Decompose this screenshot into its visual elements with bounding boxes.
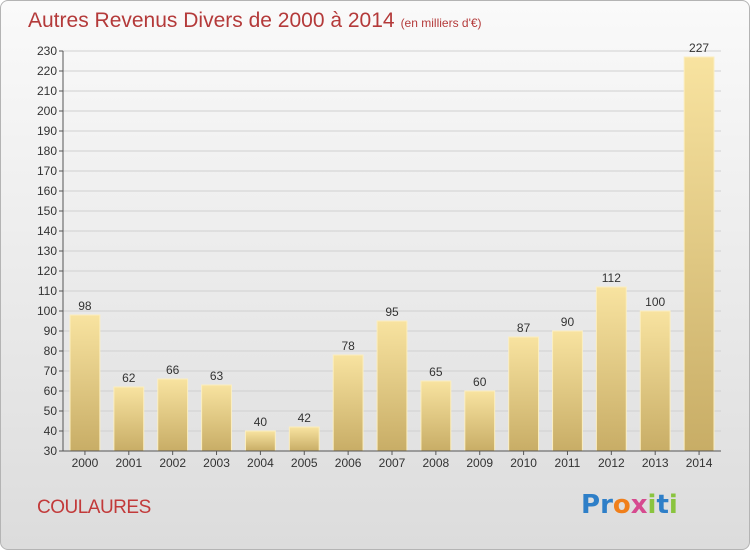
x-tick-label: 2003 bbox=[203, 456, 230, 470]
y-tick-label: 220 bbox=[37, 64, 57, 78]
data-label: 62 bbox=[122, 371, 136, 385]
y-tick-label: 70 bbox=[44, 364, 58, 378]
data-label: 95 bbox=[385, 305, 399, 319]
y-tick-label: 40 bbox=[44, 424, 58, 438]
data-label: 98 bbox=[78, 299, 92, 313]
x-tick-label: 2002 bbox=[159, 456, 186, 470]
bar bbox=[552, 330, 583, 452]
data-label: 65 bbox=[429, 365, 443, 379]
chart-subtitle: (en milliers d'€) bbox=[400, 16, 482, 30]
x-tick-label: 2008 bbox=[423, 456, 450, 470]
data-label: 60 bbox=[473, 375, 487, 389]
data-label: 63 bbox=[210, 369, 224, 383]
y-tick-label: 190 bbox=[37, 124, 57, 138]
x-tick-label: 2012 bbox=[598, 456, 625, 470]
data-label: 40 bbox=[254, 415, 268, 429]
y-tick-label: 90 bbox=[44, 324, 58, 338]
data-label: 66 bbox=[166, 363, 180, 377]
logo-letter: i bbox=[647, 490, 657, 520]
x-tick-label: 2004 bbox=[247, 456, 274, 470]
y-tick-label: 30 bbox=[44, 444, 58, 458]
bar bbox=[683, 56, 715, 452]
bar bbox=[157, 378, 189, 452]
logo-letter: P bbox=[581, 490, 601, 520]
place-name: COULAURES bbox=[37, 497, 151, 518]
bar bbox=[376, 320, 408, 452]
bar bbox=[244, 430, 276, 452]
x-tick-label: 2014 bbox=[686, 456, 713, 470]
logo-letter: i bbox=[668, 490, 678, 520]
y-tick-label: 200 bbox=[37, 104, 57, 118]
y-tick-label: 210 bbox=[37, 84, 57, 98]
chart-title: Autres Revenus Divers de 2000 à 2014 (en … bbox=[28, 9, 482, 33]
logo-letter: t bbox=[656, 490, 669, 520]
y-tick-label: 130 bbox=[37, 244, 57, 258]
x-tick-label: 2000 bbox=[72, 456, 99, 470]
y-tick-label: 170 bbox=[37, 164, 57, 178]
bar bbox=[464, 390, 496, 452]
proxiti-logo[interactable]: Proxiti bbox=[581, 490, 678, 520]
x-tick-label: 2007 bbox=[379, 456, 406, 470]
bar bbox=[420, 380, 452, 452]
data-label: 87 bbox=[517, 321, 531, 335]
y-tick-label: 160 bbox=[37, 184, 57, 198]
logo-letter: x bbox=[630, 490, 648, 520]
bar bbox=[595, 286, 627, 452]
x-tick-label: 2011 bbox=[555, 456, 581, 470]
logo-letter: r bbox=[600, 490, 613, 520]
bar bbox=[288, 426, 320, 452]
y-tick-label: 110 bbox=[38, 284, 57, 298]
x-tick-label: 2006 bbox=[335, 456, 362, 470]
data-label: 90 bbox=[561, 315, 575, 329]
bars: 98 62 66 63 40 42 78 95 65 60 87 90 112 100 227 bbox=[69, 41, 715, 452]
y-tick-label: 50 bbox=[44, 404, 58, 418]
data-label: 100 bbox=[645, 295, 665, 309]
x-tick-label: 2001 bbox=[115, 456, 142, 470]
y-tick-label: 100 bbox=[37, 304, 57, 318]
y-tick-label: 120 bbox=[37, 264, 57, 278]
data-label: 42 bbox=[298, 411, 312, 425]
logo-letter: o bbox=[612, 490, 631, 520]
data-label: 227 bbox=[689, 41, 709, 55]
y-tick-label: 80 bbox=[44, 344, 58, 358]
data-label: 112 bbox=[602, 271, 621, 285]
x-tick-label: 2010 bbox=[510, 456, 537, 470]
bar bbox=[69, 314, 101, 452]
x-tick-label: 2005 bbox=[291, 456, 318, 470]
y-tick-label: 230 bbox=[37, 44, 57, 58]
bar bbox=[639, 310, 671, 452]
y-tick-label: 180 bbox=[37, 144, 57, 158]
bar bbox=[508, 336, 540, 452]
chart-title-text: Autres Revenus Divers de 2000 à 2014 bbox=[28, 9, 395, 32]
data-label: 78 bbox=[341, 339, 355, 353]
y-tick-label: 60 bbox=[44, 384, 58, 398]
bar bbox=[201, 384, 232, 452]
y-tick-label: 150 bbox=[37, 204, 57, 218]
x-tick-label: 2013 bbox=[642, 456, 669, 470]
y-tick-label: 140 bbox=[37, 224, 57, 238]
axes: 30 40 50 60 70 80 90 100 110 120 130 140 150 160 170 18… bbox=[37, 44, 721, 470]
x-tick-label: 2009 bbox=[466, 456, 493, 470]
bar bbox=[113, 386, 145, 452]
bar bbox=[332, 354, 364, 452]
